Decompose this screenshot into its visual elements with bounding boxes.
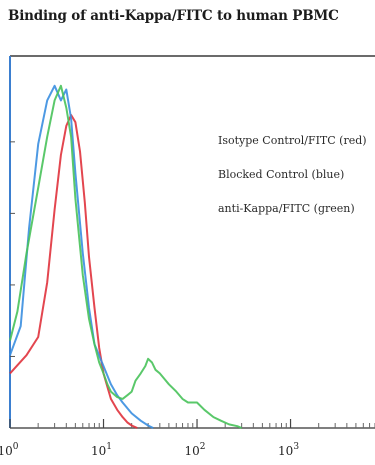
x-tick-label: 103: [278, 442, 299, 458]
x-tick-label: 100: [0, 442, 19, 458]
legend: Isotype Control/FITC (red) Blocked Contr…: [218, 132, 368, 234]
x-tick-label: 101: [91, 442, 112, 458]
x-tick-label: 102: [185, 442, 206, 458]
series-line-red: [9, 114, 138, 429]
series-line-green: [9, 84, 242, 429]
series-line-blue: [9, 84, 154, 429]
legend-entry-blue: Blocked Control (blue): [218, 168, 345, 181]
legend-entry-green: anti-Kappa/FITC (green): [218, 202, 355, 215]
chart-title: Binding of anti-Kappa/FITC to human PBMC: [8, 8, 339, 24]
legend-entry-red: Isotype Control/FITC (red): [218, 134, 367, 147]
